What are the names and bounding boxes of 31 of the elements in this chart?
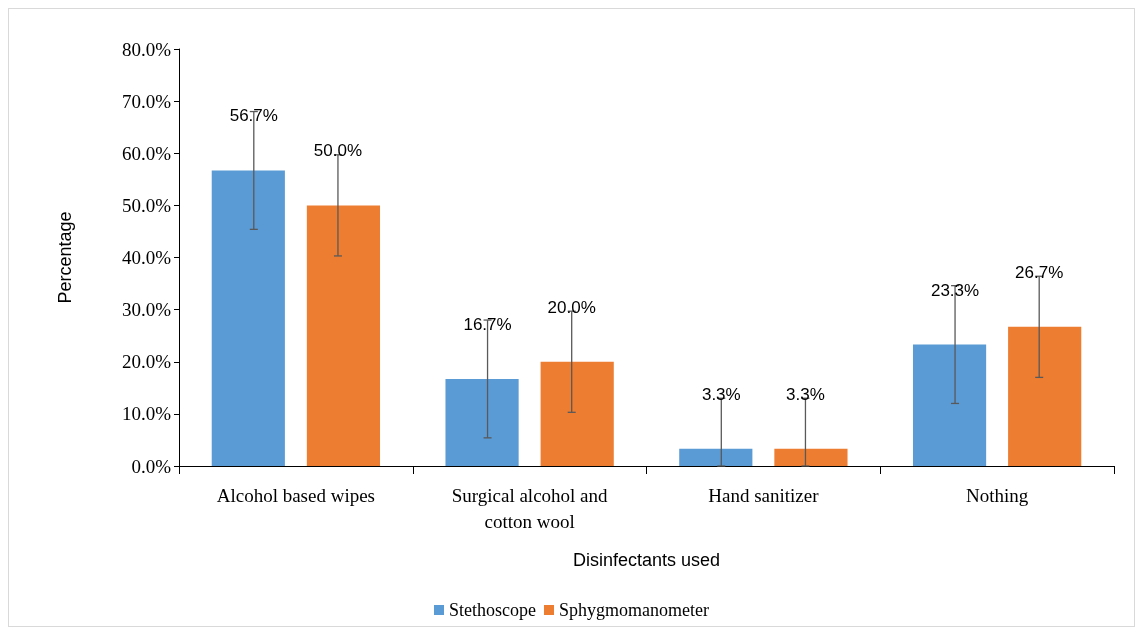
bar bbox=[679, 448, 753, 466]
y-tick-label: 50.0% bbox=[121, 194, 172, 216]
bar bbox=[445, 378, 519, 466]
x-tick-label: Nothing bbox=[965, 484, 1029, 506]
bar bbox=[211, 170, 285, 466]
bar bbox=[540, 361, 614, 466]
data-label: 50.0% bbox=[313, 141, 363, 161]
y-tick-label: 60.0% bbox=[121, 142, 172, 164]
x-tick-label: Surgical alcohol and cotton wool bbox=[451, 484, 609, 532]
data-label: 26.7% bbox=[1015, 262, 1064, 282]
y-tick-label: 80.0% bbox=[121, 38, 172, 60]
y-tick-label: 30.0% bbox=[121, 299, 172, 321]
legend-label: Stethoscope bbox=[449, 600, 537, 620]
data-label: 3.3% bbox=[701, 384, 741, 404]
y-axis-title: Percentage bbox=[55, 211, 75, 304]
legend-label: Sphygmomanometer bbox=[559, 600, 709, 620]
y-tick-label: 70.0% bbox=[121, 90, 172, 112]
y-tick-label: 0.0% bbox=[131, 455, 172, 477]
y-tick-label: 20.0% bbox=[121, 351, 172, 373]
data-label: 3.3% bbox=[786, 384, 825, 404]
bar bbox=[912, 344, 987, 466]
x-tick-label: Hand sanitizer bbox=[708, 484, 820, 506]
y-tick-label: 40.0% bbox=[121, 247, 172, 268]
bar bbox=[1008, 326, 1082, 466]
y-tick-label: 10.0% bbox=[121, 403, 172, 425]
data-label: 20.0% bbox=[547, 297, 596, 317]
bar bbox=[774, 448, 848, 466]
x-axis-title: Disinfectants used bbox=[572, 550, 721, 570]
x-tick-label: Alcohol based wipes bbox=[216, 484, 376, 506]
data-label: 23.3% bbox=[930, 280, 980, 300]
bar bbox=[306, 205, 381, 466]
